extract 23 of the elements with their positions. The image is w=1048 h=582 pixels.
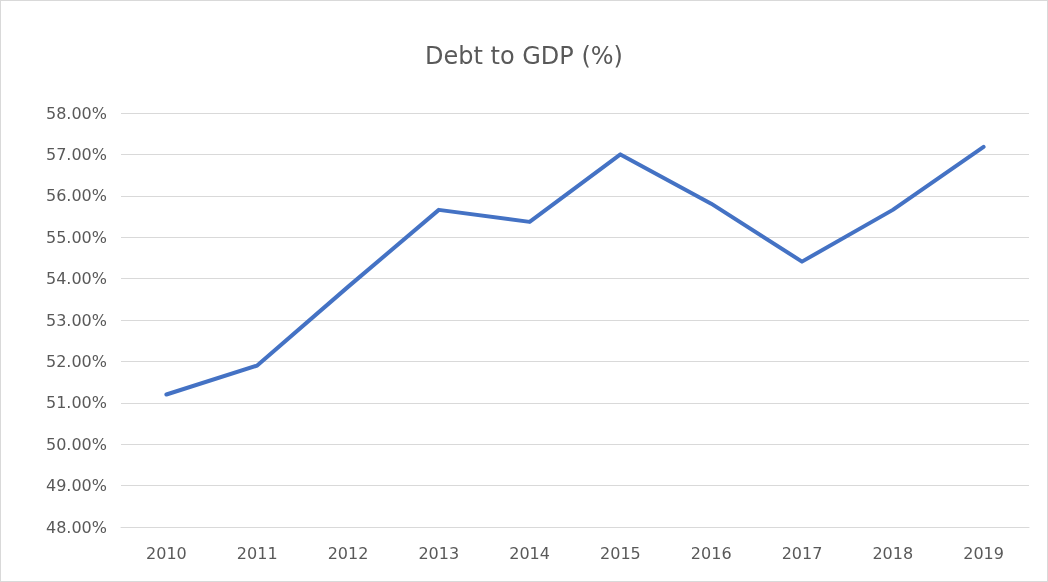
x-tick-label: 2011 bbox=[236, 543, 278, 563]
x-tick-label: 2019 bbox=[963, 543, 1004, 563]
y-tick-label: 54.00% bbox=[45, 269, 107, 289]
y-tick-label: 58.00% bbox=[45, 103, 107, 123]
y-tick-label: 49.00% bbox=[45, 476, 107, 496]
y-tick-label: 52.00% bbox=[45, 351, 107, 371]
x-tick-label: 2013 bbox=[418, 543, 460, 563]
y-tick-label: 55.00% bbox=[45, 227, 107, 247]
x-tick-label: 2018 bbox=[872, 543, 914, 563]
y-tick-label: 51.00% bbox=[45, 393, 107, 413]
y-tick-label: 53.00% bbox=[45, 310, 107, 330]
x-tick-label: 2016 bbox=[690, 543, 732, 563]
x-tick-label: 2017 bbox=[781, 543, 823, 563]
x-tick-label: 2014 bbox=[509, 543, 550, 563]
line-series bbox=[164, 144, 986, 397]
y-tick-label: 56.00% bbox=[45, 186, 107, 206]
chart-title: Debt to GDP (%) bbox=[425, 42, 623, 70]
y-tick-label: 57.00% bbox=[45, 144, 107, 164]
x-tick-label: 2012 bbox=[327, 543, 369, 563]
x-tick-label: 2010 bbox=[146, 543, 187, 563]
x-tick-label: 2015 bbox=[600, 543, 641, 563]
y-tick-label: 48.00% bbox=[45, 517, 107, 537]
y-tick-label: 50.00% bbox=[45, 434, 107, 454]
